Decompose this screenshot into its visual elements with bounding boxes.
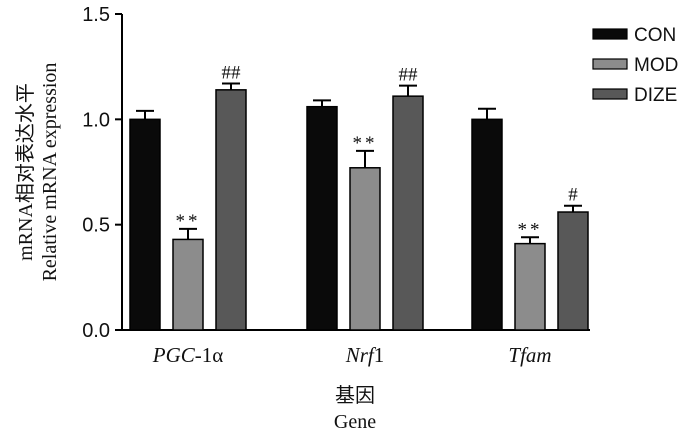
significance-label: ** — [353, 133, 378, 154]
x-axis-title-en: Gene — [334, 411, 376, 433]
x-category-labels: PGC-1α Nrf1 Tfam — [152, 343, 552, 367]
bar-mod-0 — [172, 238, 204, 331]
bar-dize-1 — [392, 95, 424, 331]
y-tick-label: 1.5 — [82, 4, 110, 26]
bar-con-0 — [129, 118, 161, 331]
bar-con-1 — [306, 105, 338, 331]
x-axis-title-cn: 基因 — [335, 384, 375, 407]
legend-label-mod: MOD — [634, 55, 678, 76]
y-tick-label: 1.0 — [82, 109, 110, 131]
significance-label: ## — [399, 65, 419, 86]
legend-swatch-mod — [592, 58, 628, 70]
bar-dize-0 — [215, 89, 247, 331]
bar-dize-2 — [557, 211, 589, 331]
legend: CON MOD DIZE — [592, 25, 678, 106]
y-tick-label: 0.5 — [82, 215, 110, 237]
bar-mod-1 — [349, 167, 381, 331]
significance-label: ** — [176, 211, 201, 232]
bars: ******## ### — [129, 63, 589, 331]
y-axis-title-en: Relative mRNA expression — [39, 63, 61, 282]
significance-label: # — [568, 185, 578, 206]
y-tick-label: 0.0 — [82, 320, 110, 342]
y-ticks: 0.0 0.5 1.0 1.5 — [82, 4, 122, 342]
y-axis-title-cn: mRNA相对表达水平 — [14, 83, 37, 261]
x-category-label: PGC-1α — [152, 343, 224, 367]
legend-swatch-con — [592, 28, 628, 40]
significance-label: ## — [222, 63, 242, 84]
legend-swatch-dize — [592, 88, 628, 100]
significance-label: ** — [518, 219, 543, 240]
x-category-label: Tfam — [508, 343, 551, 367]
legend-label-dize: DIZE — [634, 85, 677, 106]
legend-label-con: CON — [634, 25, 676, 46]
bar-con-2 — [471, 118, 503, 331]
bar-mod-2 — [514, 242, 546, 331]
x-category-label: Nrf1 — [345, 343, 385, 367]
